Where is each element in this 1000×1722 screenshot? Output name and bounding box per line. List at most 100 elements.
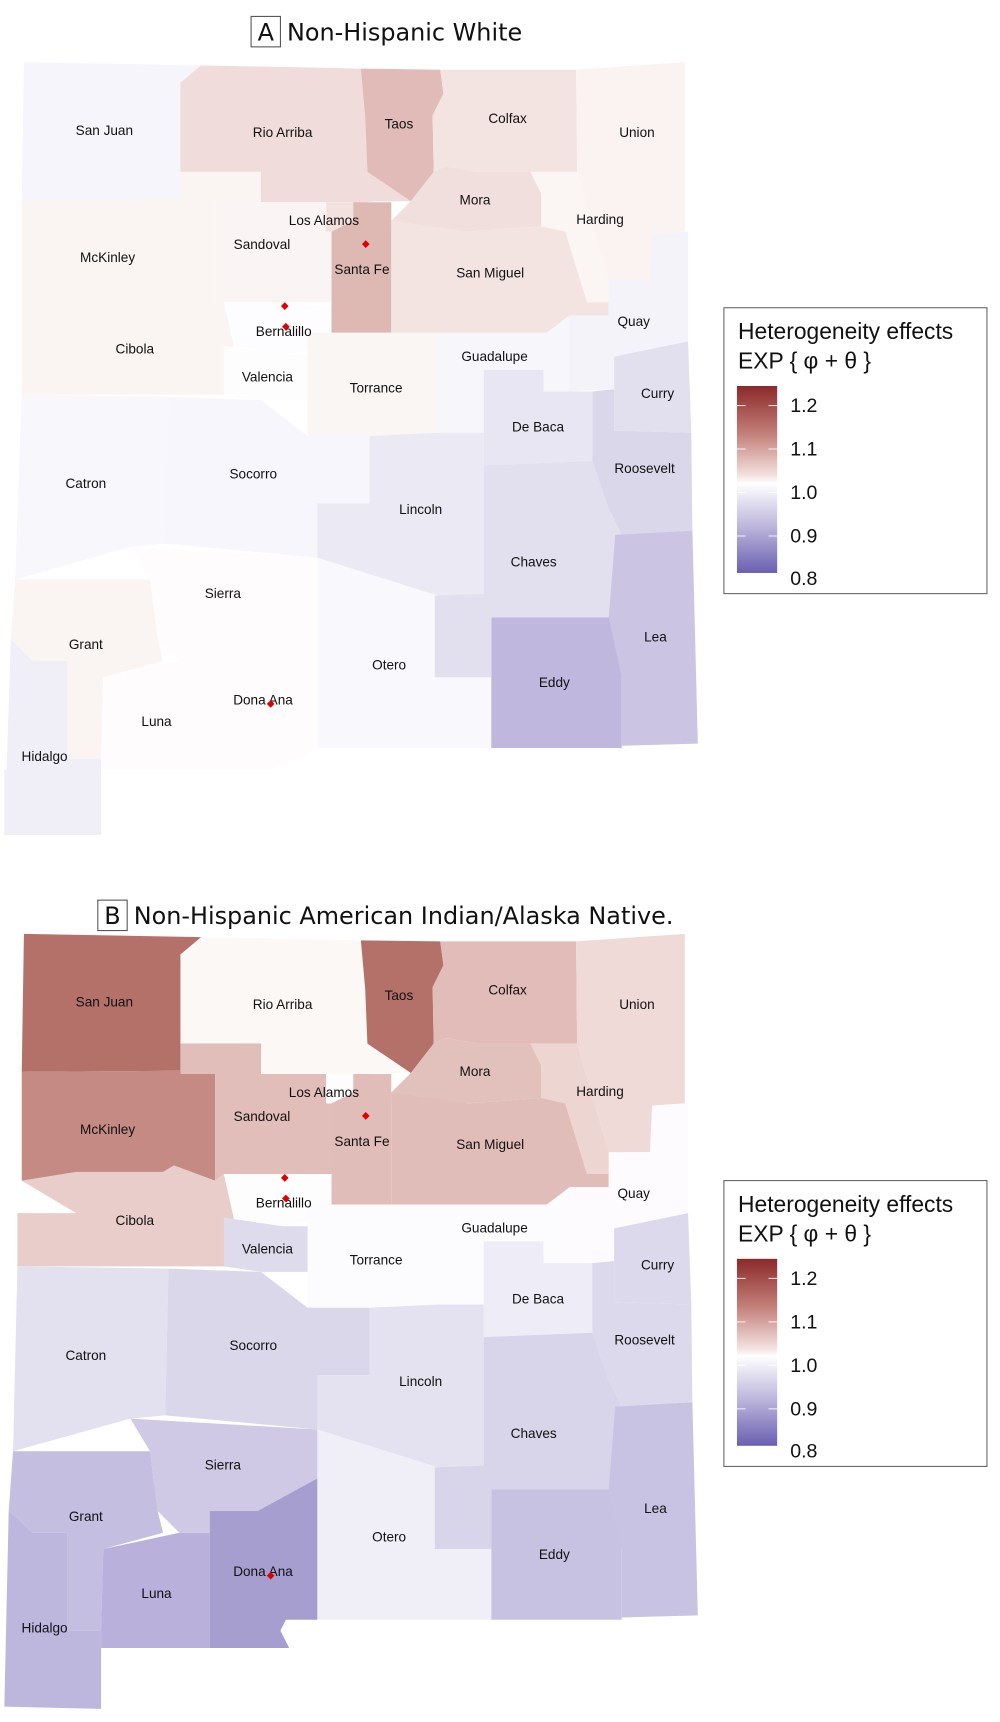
- county-lincoln: [317, 1304, 484, 1490]
- label-san-juan: San Juan: [76, 995, 133, 1010]
- label-taos: Taos: [385, 116, 414, 131]
- county-lea: [608, 530, 698, 746]
- county-grant: [8, 1451, 164, 1631]
- county-taos: [360, 940, 444, 1073]
- label-bernalillo: Bernalillo: [256, 1196, 312, 1211]
- county-socorro: [165, 1268, 370, 1430]
- county-guadalupe: [438, 315, 570, 433]
- county-los-alamos: [326, 202, 354, 232]
- county-eddy: [491, 1489, 622, 1620]
- label-valencia: Valencia: [242, 370, 294, 385]
- county-roosevelt: [592, 1261, 693, 1407]
- label-eddy: Eddy: [539, 1547, 570, 1562]
- label-valencia: Valencia: [242, 1241, 294, 1256]
- county-catron: [15, 394, 169, 580]
- label-cibola: Cibola: [116, 1213, 155, 1228]
- label-chaves: Chaves: [511, 1426, 557, 1441]
- panel-b-title: B Non-Hispanic American Indian/Alaska Na…: [97, 899, 673, 932]
- label-union: Union: [619, 997, 654, 1012]
- label-torrance: Torrance: [350, 1252, 403, 1267]
- city-marker-rio-rancho: [280, 302, 289, 310]
- legend-a-title-line2: EXP { φ + θ }: [738, 348, 871, 374]
- county-mora: [391, 1038, 542, 1104]
- label-lea: Lea: [644, 629, 667, 644]
- county-san-juan: [21, 62, 202, 201]
- label-san-miguel: San Miguel: [456, 1137, 524, 1152]
- county-harding: [530, 171, 623, 303]
- legend-a-tick-marks: [736, 405, 778, 537]
- panel-b-letter-box: [97, 899, 128, 932]
- county-otero: [317, 1429, 492, 1620]
- legend-b-title-line2: EXP { φ + θ }: [738, 1220, 871, 1246]
- county-quay: [569, 231, 689, 392]
- county-colfax: [432, 941, 578, 1044]
- label-mora: Mora: [460, 192, 491, 207]
- legend-b-title-line1: Heterogeneity effects: [738, 1191, 953, 1217]
- label-harding: Harding: [576, 1084, 624, 1099]
- county-roosevelt: [592, 389, 693, 535]
- county-dona-ana: [217, 661, 318, 770]
- city-marker-albuquerque: [282, 322, 290, 331]
- legend-b-tick-0-9: 0.9: [790, 1398, 817, 1420]
- county-sierra: [130, 546, 318, 661]
- county-harding: [530, 1043, 623, 1175]
- city-marker-santa-fe: [361, 240, 370, 248]
- label-mckinley: McKinley: [80, 1122, 135, 1137]
- city-marker-las-cruces: [266, 700, 275, 708]
- label-otero: Otero: [372, 1529, 406, 1544]
- label-taos: Taos: [385, 988, 414, 1003]
- county-luna: [101, 1532, 210, 1648]
- legend-a-title-line1: Heterogeneity effects: [738, 318, 953, 344]
- county-taos: [360, 68, 444, 202]
- legend-a-tick-1-1: 1.1: [790, 439, 817, 461]
- label-lincoln: Lincoln: [399, 502, 442, 517]
- county-valencia: [223, 1217, 308, 1272]
- label-luna: Luna: [141, 714, 172, 729]
- county-torrance: [307, 332, 439, 436]
- county-de-baca: [483, 1241, 593, 1338]
- legend-a-tick-1-0: 1.0: [790, 482, 817, 504]
- legend-b-tick-1-1: 1.1: [790, 1311, 817, 1333]
- label-san-miguel: San Miguel: [456, 265, 524, 280]
- label-grant: Grant: [69, 637, 103, 652]
- label-otero: Otero: [372, 658, 406, 673]
- county-santa-fe: [331, 202, 392, 333]
- legend-a: Heterogeneity effects EXP { φ + θ } 1.2 …: [723, 307, 988, 595]
- city-marker-rio-rancho: [280, 1174, 289, 1182]
- label-torrance: Torrance: [350, 381, 403, 396]
- county-san-miguel: [391, 220, 609, 333]
- county-curry: [614, 341, 692, 433]
- county-mora: [391, 166, 542, 232]
- county-catron: [13, 1266, 169, 1452]
- county-valencia: [223, 345, 308, 401]
- county-san-juan: [21, 933, 202, 1072]
- county-eddy: [491, 617, 622, 748]
- label-dona-ana: Dona Ana: [233, 692, 293, 707]
- county-colfax: [432, 69, 578, 172]
- label-grant: Grant: [69, 1509, 103, 1524]
- label-sierra: Sierra: [205, 1458, 242, 1473]
- legend-a-colorbar: [736, 386, 778, 573]
- label-rio-arriba: Rio Arriba: [253, 125, 313, 140]
- city-marker-santa-fe: [361, 1112, 370, 1120]
- panel-a-letter-box: [250, 15, 281, 48]
- legend-b-tick-1-2: 1.2: [790, 1268, 817, 1290]
- legend-b: Heterogeneity effects EXP { φ + θ } 1.2 …: [723, 1180, 988, 1467]
- label-union: Union: [619, 125, 654, 140]
- county-los-alamos: [326, 1074, 354, 1104]
- county-bernalillo: [223, 302, 332, 355]
- county-rio-arriba: [180, 937, 411, 1075]
- label-los-alamos: Los Alamos: [289, 213, 359, 228]
- panel-a-map: A Non-Hispanic White: [4, 15, 988, 835]
- label-guadalupe: Guadalupe: [461, 349, 527, 364]
- label-harding: Harding: [576, 212, 624, 227]
- label-santa-fe: Santa Fe: [334, 262, 389, 277]
- label-curry: Curry: [641, 1258, 674, 1273]
- legend-a-tick-0-9: 0.9: [790, 526, 817, 548]
- panel-a-letter: A: [258, 18, 275, 46]
- label-quay: Quay: [617, 1186, 650, 1201]
- county-grant: [10, 579, 164, 759]
- label-lea: Lea: [644, 1501, 667, 1516]
- panel-b-map: B Non-Hispanic American Indian/Alaska Na…: [4, 899, 988, 1709]
- label-rio-arriba: Rio Arriba: [253, 997, 313, 1012]
